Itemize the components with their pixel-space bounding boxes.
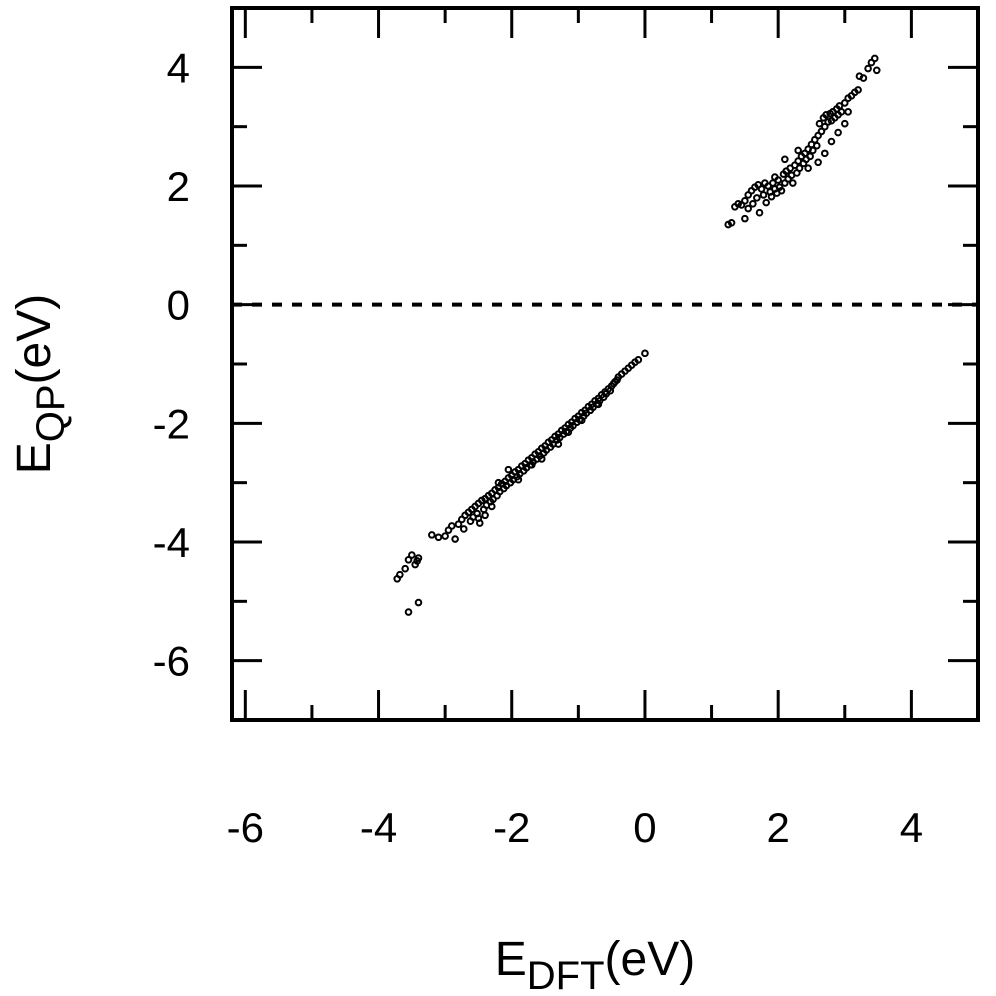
- data-point: [537, 455, 546, 463]
- data-point: [434, 533, 443, 542]
- x-tick-label: -4: [360, 804, 397, 851]
- data-point: [834, 128, 842, 137]
- data-point: [474, 514, 483, 523]
- data-point: [809, 146, 817, 155]
- data-point: [759, 191, 768, 199]
- data-point: [771, 173, 779, 181]
- data-points: [393, 54, 881, 616]
- x-axis-title-subscript: DFT: [527, 954, 605, 996]
- data-point: [777, 186, 786, 195]
- data-point: [487, 502, 496, 511]
- data-point: [414, 598, 423, 607]
- data-point: [804, 164, 812, 172]
- data-point: [741, 214, 749, 223]
- data-point: [404, 556, 413, 564]
- data-point: [854, 86, 862, 94]
- y-tick-label: -2: [153, 400, 190, 447]
- data-point: [789, 179, 797, 187]
- x-tick-label: 0: [633, 804, 656, 851]
- data-point: [837, 108, 846, 116]
- data-point: [448, 522, 456, 530]
- data-point: [749, 200, 757, 208]
- y-tick-label: 2: [167, 163, 190, 210]
- x-axis-title-main: E: [495, 933, 527, 986]
- data-point: [494, 478, 503, 487]
- data-point: [481, 511, 489, 520]
- data-point: [755, 208, 764, 217]
- data-point: [634, 356, 643, 364]
- data-point: [806, 152, 814, 161]
- data-point: [454, 520, 463, 529]
- data-point: [817, 127, 826, 136]
- x-tick-label: 4: [900, 804, 923, 851]
- y-axis-title-unit: (eV): [8, 294, 61, 385]
- data-point: [727, 218, 736, 227]
- x-axis-ticks: -6 -4 -2 0 2 4: [227, 8, 980, 851]
- plot-frame: [230, 6, 980, 722]
- data-point: [641, 349, 649, 358]
- data-point: [451, 535, 459, 543]
- data-point: [821, 122, 829, 131]
- data-point: [514, 475, 523, 484]
- data-point: [404, 608, 413, 616]
- x-tick-label: 2: [766, 804, 789, 851]
- data-point: [821, 149, 829, 158]
- data-point: [757, 185, 766, 193]
- y-axis-title-main: E: [8, 442, 61, 474]
- data-point: [414, 554, 423, 562]
- data-point: [753, 194, 761, 202]
- data-point: [827, 137, 836, 146]
- data-point: [741, 197, 749, 205]
- data-point: [795, 164, 804, 172]
- y-tick-label: -4: [153, 519, 190, 566]
- y-tick-label: -6: [153, 638, 190, 685]
- data-point: [762, 198, 770, 207]
- x-tick-label: -2: [493, 804, 530, 851]
- data-point: [840, 99, 849, 107]
- data-point: [859, 74, 868, 82]
- data-point: [396, 570, 404, 579]
- data-point: [428, 531, 436, 539]
- data-point: [767, 192, 776, 201]
- data-point: [401, 564, 409, 573]
- x-axis-title-unit: (eV): [605, 933, 696, 986]
- data-point: [844, 108, 852, 116]
- data-point: [870, 54, 879, 63]
- y-axis-ticks: -6 -4 -2 0 2 4: [153, 6, 978, 722]
- y-tick-label: 4: [167, 44, 190, 91]
- data-point: [872, 66, 881, 75]
- data-point: [554, 440, 563, 448]
- data-point: [815, 119, 824, 128]
- data-point: [813, 141, 821, 150]
- data-point: [459, 525, 468, 533]
- y-axis-title: EQP(eV): [8, 294, 73, 475]
- data-point: [527, 461, 536, 469]
- y-tick-label: 0: [167, 282, 190, 329]
- data-point: [744, 204, 753, 213]
- data-point: [441, 532, 449, 540]
- data-point: [594, 400, 603, 409]
- data-point: [840, 119, 849, 128]
- y-axis-title-subscript: QP: [29, 384, 73, 442]
- data-point: [504, 465, 513, 474]
- data-point: [564, 428, 573, 437]
- x-axis-title: EDFT(eV): [495, 933, 695, 996]
- data-point: [864, 64, 872, 73]
- data-point: [577, 416, 586, 425]
- data-point: [794, 146, 802, 155]
- x-tick-label: -6: [227, 804, 264, 851]
- data-point: [814, 158, 822, 167]
- data-point: [781, 155, 789, 164]
- data-point: [408, 551, 416, 559]
- data-point: [822, 111, 830, 119]
